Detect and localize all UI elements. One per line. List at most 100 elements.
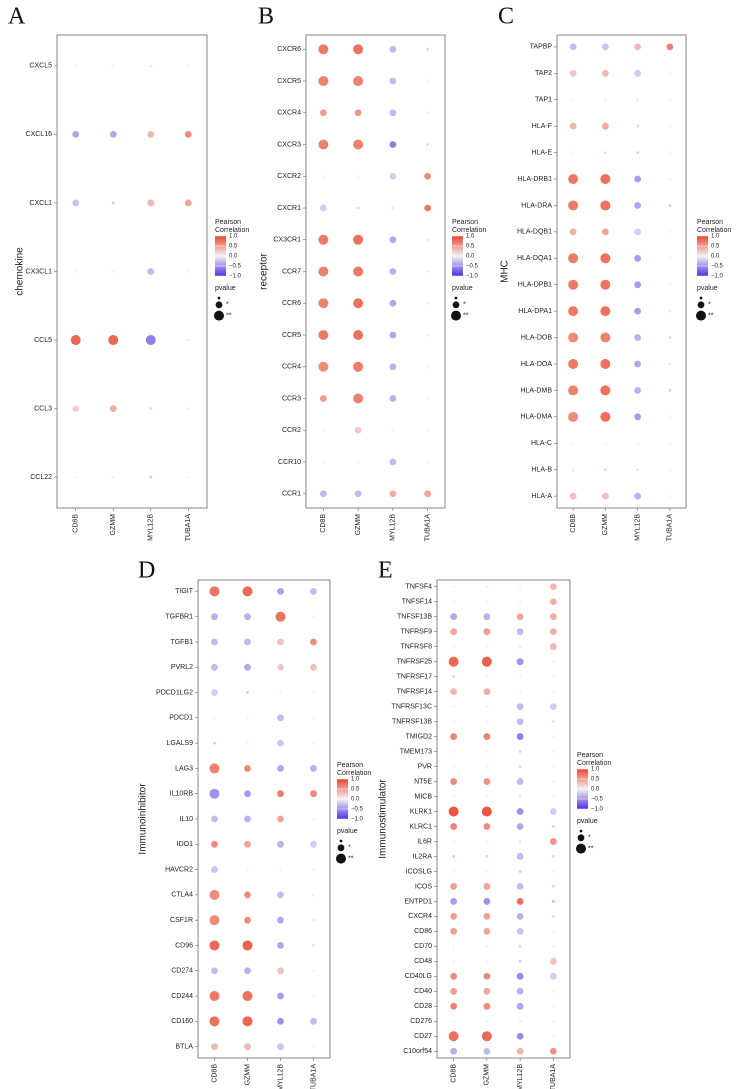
colorbar-label: 0.0 bbox=[466, 254, 475, 260]
size-legend-dot bbox=[576, 843, 586, 854]
dot bbox=[603, 151, 607, 154]
y-tick-label: MICB bbox=[415, 793, 433, 800]
dot bbox=[600, 279, 611, 290]
dot bbox=[389, 363, 397, 371]
dot bbox=[600, 332, 611, 343]
dot bbox=[485, 795, 489, 798]
dot bbox=[518, 600, 522, 604]
dot bbox=[551, 900, 555, 903]
dot bbox=[452, 870, 456, 873]
dot bbox=[244, 613, 251, 621]
dot bbox=[310, 638, 317, 646]
dot bbox=[277, 663, 284, 671]
dot bbox=[277, 815, 284, 823]
dot bbox=[70, 335, 81, 346]
dot bbox=[483, 1002, 491, 1010]
x-tick-label: MYL12B bbox=[634, 514, 641, 541]
dot bbox=[184, 130, 192, 138]
legend-title: Pearson bbox=[452, 219, 478, 226]
dot bbox=[209, 586, 220, 597]
dot bbox=[246, 716, 249, 720]
dot bbox=[277, 790, 284, 798]
dot bbox=[318, 361, 329, 372]
dot bbox=[551, 1019, 555, 1023]
dot bbox=[242, 1016, 253, 1027]
dot bbox=[310, 790, 317, 798]
y-tick-label: CCR1 bbox=[282, 491, 301, 498]
legend-title: Pearson bbox=[697, 219, 723, 226]
dot bbox=[634, 43, 642, 51]
y-tick-label: PVR bbox=[418, 763, 432, 770]
dot bbox=[426, 460, 430, 464]
dot bbox=[516, 883, 524, 890]
dot bbox=[389, 45, 397, 53]
dot bbox=[277, 765, 284, 772]
dot bbox=[109, 130, 117, 138]
dot bbox=[211, 638, 218, 646]
dot bbox=[186, 475, 190, 479]
dot bbox=[483, 733, 491, 740]
y-tick-label: CXCL1 bbox=[29, 200, 52, 207]
panel-frame bbox=[305, 34, 446, 509]
x-tick-label: TUBA1A bbox=[424, 514, 431, 542]
dot bbox=[668, 71, 672, 75]
dot bbox=[319, 109, 327, 117]
x-tick-label: GZMM bbox=[244, 1064, 251, 1086]
dot bbox=[277, 1043, 284, 1051]
x-tick-label: CD8B bbox=[450, 1064, 457, 1083]
y-tick-label: TGFBR1 bbox=[165, 614, 193, 621]
x-tick-label: GZMM bbox=[602, 514, 609, 536]
dot bbox=[318, 76, 329, 87]
dot bbox=[389, 458, 397, 466]
dot bbox=[485, 959, 489, 963]
dot bbox=[353, 76, 364, 87]
dot bbox=[569, 228, 577, 236]
dot bbox=[213, 741, 216, 745]
dot bbox=[242, 991, 253, 1002]
colorbar-label: 0.0 bbox=[351, 797, 360, 803]
y-tick-label: TNFRSF14 bbox=[397, 688, 433, 695]
dot bbox=[568, 279, 579, 290]
dot bbox=[568, 306, 579, 317]
x-tick-label: TUBA1A bbox=[550, 1064, 557, 1089]
dot bbox=[600, 358, 611, 369]
dot bbox=[149, 407, 153, 411]
dot bbox=[213, 716, 216, 720]
dot bbox=[277, 942, 284, 949]
dot bbox=[244, 663, 251, 671]
dot bbox=[209, 889, 220, 900]
dot bbox=[211, 866, 218, 873]
dot bbox=[108, 335, 119, 346]
dot bbox=[389, 268, 397, 275]
dot bbox=[549, 613, 557, 621]
size-legend-dot bbox=[217, 296, 221, 300]
y-tick-label: IL6R bbox=[417, 838, 432, 845]
dot bbox=[209, 915, 220, 926]
dot bbox=[450, 778, 458, 785]
y-tick-label: CXCR3 bbox=[277, 141, 301, 148]
y-tick-label: CD27 bbox=[414, 1033, 432, 1040]
dot bbox=[450, 883, 458, 890]
dot bbox=[426, 238, 430, 242]
y-tick-label: HLA-DRA bbox=[521, 202, 552, 209]
colorbar-label: 0.0 bbox=[229, 254, 238, 260]
dot bbox=[354, 490, 362, 498]
y-tick-label: CCL22 bbox=[30, 474, 52, 481]
dot bbox=[312, 817, 315, 821]
dot bbox=[571, 98, 575, 102]
dot bbox=[516, 658, 524, 666]
y-axis-title: MHC bbox=[500, 260, 511, 283]
size-legend-title: pvalue bbox=[452, 285, 473, 292]
dot bbox=[603, 98, 607, 102]
dot bbox=[483, 778, 491, 785]
colorbar-label: −0.5 bbox=[466, 264, 479, 270]
size-legend-dot bbox=[579, 829, 583, 833]
dot bbox=[551, 929, 555, 933]
dot bbox=[568, 174, 579, 185]
dot bbox=[450, 1002, 458, 1010]
dot bbox=[483, 628, 491, 636]
dot bbox=[74, 475, 78, 479]
y-axis-title: Immunoinhibitor bbox=[138, 783, 149, 855]
dot bbox=[244, 916, 251, 924]
y-tick-label: HLA-DMB bbox=[520, 387, 552, 394]
